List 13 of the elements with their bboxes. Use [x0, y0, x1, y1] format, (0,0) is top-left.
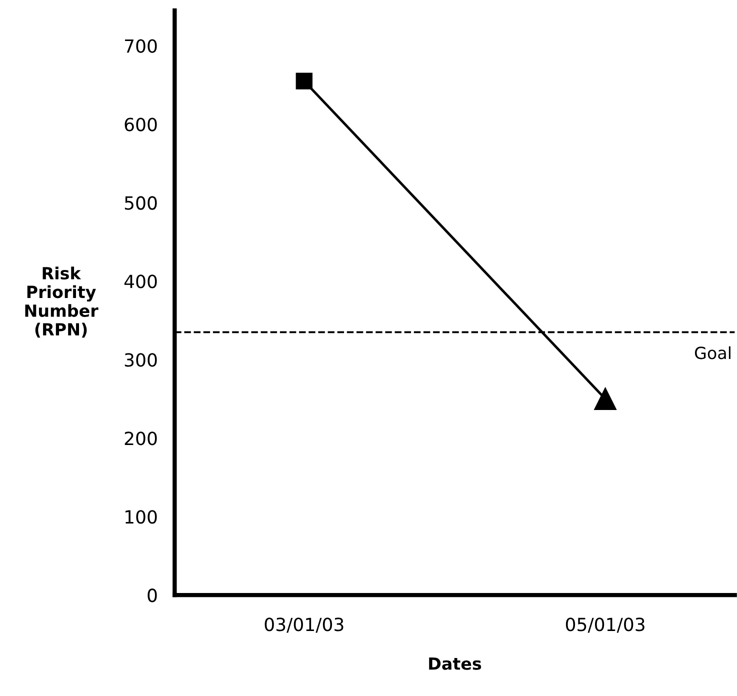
- y-tick-label: 300: [124, 353, 157, 367]
- y-axis-title: Risk Priority Number (RPN): [25, 266, 98, 338]
- y-tick-label: 600: [124, 118, 157, 132]
- y-tick-label: 500: [124, 196, 157, 210]
- y-tick-label: 0: [148, 588, 157, 602]
- ref-line-label: Goal: [694, 346, 730, 360]
- x-tick-label: 05/01/03: [566, 618, 644, 633]
- x-tick-label: 03/01/03: [264, 618, 344, 633]
- y-tick-label: 400: [124, 274, 157, 288]
- x-axis-title: Dates: [429, 658, 482, 670]
- y-tick-label: 100: [126, 510, 157, 524]
- y-tick-label: 700: [125, 39, 157, 53]
- y-tick-label: 200: [124, 432, 157, 446]
